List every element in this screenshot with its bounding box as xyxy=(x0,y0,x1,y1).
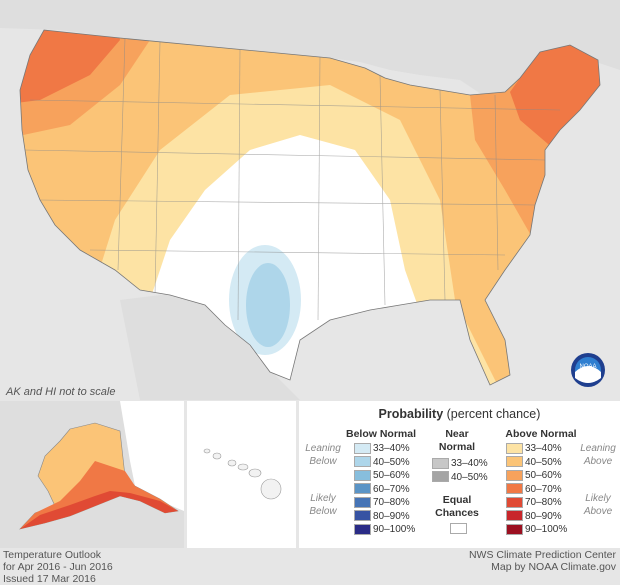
equal-chances-swatch xyxy=(450,522,469,535)
leaning-above-label: Leaning Above xyxy=(580,443,616,467)
probability-legend: Probability (percent chance) Below Norma… xyxy=(299,401,620,548)
legend-label: 90–100% xyxy=(373,524,416,535)
swatch xyxy=(354,442,371,454)
swatch xyxy=(506,469,523,481)
swatch xyxy=(354,469,371,481)
swatch xyxy=(354,483,371,495)
legend-row: 70–80% xyxy=(354,496,410,509)
swatch xyxy=(354,510,371,522)
equal-chances-heading: Equal Chances xyxy=(435,494,479,519)
legend-title: Probability (percent chance) xyxy=(378,407,541,421)
conus-outlook-map: NOAA xyxy=(19,29,605,387)
swatch xyxy=(506,510,523,522)
legend-label: 80–90% xyxy=(373,510,410,522)
legend-row: 40–50% xyxy=(506,456,562,469)
likely-below-label: Likely Below xyxy=(309,493,337,517)
legend-label: 70–80% xyxy=(373,497,410,508)
outlook-caption: Temperature Outlook for Apr 2016 - Jun 20… xyxy=(3,549,113,585)
swatch xyxy=(432,471,449,483)
likely-above-label: Likely Above xyxy=(583,493,613,517)
legend-row: 90–100% xyxy=(506,523,567,536)
legend-row: 33–40% xyxy=(506,442,562,455)
legend-label: 40–50% xyxy=(451,471,488,483)
legend-label: 90–100% xyxy=(525,524,568,535)
swatch xyxy=(354,496,371,508)
legend-row: 60–70% xyxy=(506,483,562,496)
swatch xyxy=(432,457,449,469)
legend-label: 60–70% xyxy=(373,483,410,495)
noaa-logo: NOAA xyxy=(571,353,605,387)
legend-row: 80–90% xyxy=(354,510,410,523)
legend-label: 33–40% xyxy=(373,443,410,454)
swatch xyxy=(354,456,371,468)
legend-label: 40–50% xyxy=(373,456,410,468)
legend-row: 33–40% xyxy=(354,442,410,455)
above-normal-heading: Above Normal xyxy=(505,428,577,440)
leaning-below-label: Leaning Below xyxy=(305,443,341,467)
svg-text:NOAA: NOAA xyxy=(579,364,596,370)
scale-note: AK and HI not to scale xyxy=(6,386,116,398)
hawaii-inset xyxy=(187,401,296,548)
legend-label: 60–70% xyxy=(525,483,562,495)
credit-caption: NWS Climate Prediction Center Map by NOAA… xyxy=(468,549,616,573)
legend-row: 50–60% xyxy=(354,469,410,482)
swatch xyxy=(450,522,467,534)
alaska-inset xyxy=(0,401,184,548)
legend-label: 50–60% xyxy=(373,470,410,481)
swatch xyxy=(506,456,523,468)
below-normal-heading: Below Normal xyxy=(345,428,416,440)
swatch xyxy=(506,442,523,454)
legend-row: 80–90% xyxy=(506,510,562,523)
legend-row: 40–50% xyxy=(354,456,410,469)
legend-row: 33–40% xyxy=(432,457,488,470)
legend-label: 33–40% xyxy=(525,443,562,454)
legend-row: 40–50% xyxy=(432,471,488,484)
legend-label: 50–60% xyxy=(525,470,562,481)
swatch xyxy=(354,523,371,535)
near-normal-heading: Near Normal xyxy=(438,428,476,453)
legend-label: 70–80% xyxy=(525,497,562,508)
legend-row: 50–60% xyxy=(506,469,562,482)
legend-label: 33–40% xyxy=(451,458,488,469)
legend-row: 90–100% xyxy=(354,523,415,536)
swatch xyxy=(506,523,523,535)
legend-label: 80–90% xyxy=(525,510,562,522)
swatch xyxy=(506,483,523,495)
legend-row: 60–70% xyxy=(354,483,410,496)
legend-row: 70–80% xyxy=(506,496,562,509)
legend-label: 40–50% xyxy=(525,456,562,468)
swatch xyxy=(506,496,523,508)
